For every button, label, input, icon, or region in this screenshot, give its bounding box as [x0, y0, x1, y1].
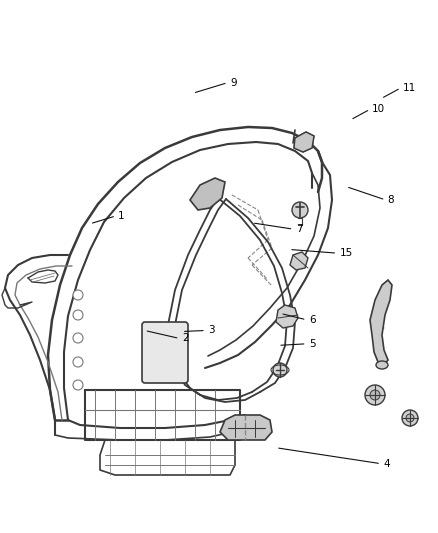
Circle shape — [73, 333, 83, 343]
Polygon shape — [294, 132, 314, 152]
Polygon shape — [290, 252, 308, 270]
Text: 2: 2 — [182, 334, 188, 343]
Polygon shape — [276, 305, 298, 328]
Circle shape — [161, 373, 169, 381]
Circle shape — [73, 380, 83, 390]
Circle shape — [365, 385, 385, 405]
Circle shape — [73, 290, 83, 300]
Text: 6: 6 — [309, 315, 315, 325]
Text: 10: 10 — [372, 104, 385, 114]
Polygon shape — [220, 415, 272, 440]
Circle shape — [273, 363, 287, 377]
Circle shape — [73, 357, 83, 367]
Circle shape — [370, 390, 380, 400]
Circle shape — [292, 202, 308, 218]
Circle shape — [73, 310, 83, 320]
Circle shape — [173, 331, 181, 339]
Text: 7: 7 — [296, 224, 302, 234]
Circle shape — [406, 414, 414, 422]
Text: 8: 8 — [388, 195, 394, 205]
Circle shape — [151, 346, 179, 374]
Polygon shape — [190, 178, 225, 210]
Text: 9: 9 — [230, 78, 237, 87]
Text: 4: 4 — [383, 459, 390, 469]
Polygon shape — [370, 280, 392, 365]
Circle shape — [158, 353, 172, 367]
Circle shape — [149, 331, 157, 339]
Text: 11: 11 — [403, 83, 416, 93]
FancyBboxPatch shape — [142, 322, 188, 383]
Ellipse shape — [376, 361, 388, 369]
Circle shape — [402, 410, 418, 426]
Text: 5: 5 — [309, 339, 315, 349]
Text: 15: 15 — [339, 248, 353, 258]
Text: 1: 1 — [118, 211, 125, 221]
Text: 3: 3 — [208, 326, 215, 335]
